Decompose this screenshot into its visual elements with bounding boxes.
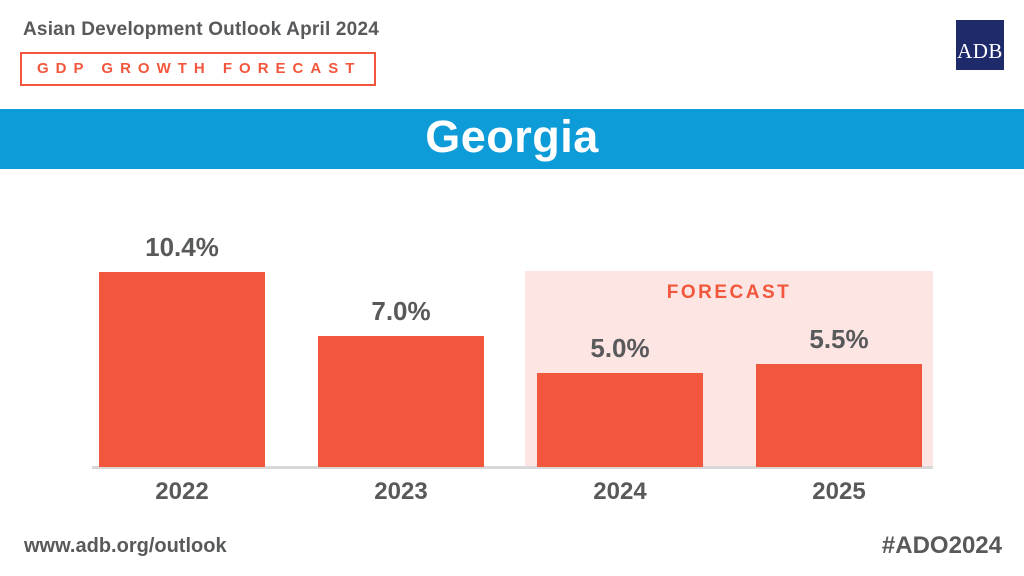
country-banner: Georgia bbox=[0, 109, 1024, 169]
gdp-growth-forecast-badge: GDP GROWTH FORECAST bbox=[20, 52, 377, 86]
forecast-label: FORECAST bbox=[666, 282, 792, 303]
website-url: www.adb.org/outlook bbox=[24, 535, 227, 557]
category-label-2024: 2024 bbox=[593, 478, 647, 505]
x-axis-line bbox=[92, 466, 933, 469]
bar-2022 bbox=[99, 272, 265, 467]
bar-2025 bbox=[756, 364, 922, 467]
category-label-2022: 2022 bbox=[155, 478, 209, 505]
value-label-2024: 5.0% bbox=[590, 333, 650, 363]
category-label-2025: 2025 bbox=[812, 478, 866, 505]
category-label-2023: 2023 bbox=[374, 478, 428, 505]
value-label-2025: 5.5% bbox=[809, 324, 869, 354]
country-name: Georgia bbox=[425, 111, 599, 162]
adb-logo-text: ADB bbox=[957, 39, 1003, 63]
edition-title: Asian Development Outlook April 2024 bbox=[23, 19, 379, 40]
bar-2024 bbox=[537, 373, 703, 467]
value-label-2022: 10.4% bbox=[145, 232, 219, 262]
value-label-2023: 7.0% bbox=[371, 296, 431, 326]
hashtag: #ADO2024 bbox=[881, 532, 1002, 559]
adb-logo: ADB bbox=[956, 20, 1004, 70]
bar-2023 bbox=[318, 336, 484, 467]
gdp-growth-forecast-label: GDP GROWTH FORECAST bbox=[37, 60, 362, 77]
